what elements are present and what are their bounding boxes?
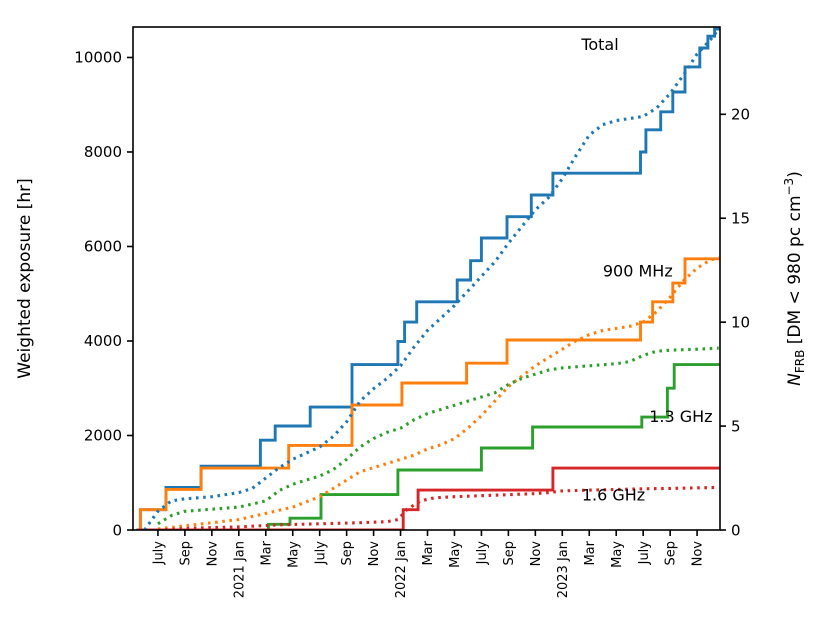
left-tick-label: 6000 xyxy=(84,238,122,256)
x-tick-label: Mar xyxy=(259,540,274,565)
x-tick-label: Sep xyxy=(178,541,193,566)
x-tick-label: July xyxy=(151,541,166,566)
x-tick-label: July xyxy=(475,541,490,566)
left-tick-label: 2000 xyxy=(84,427,122,445)
x-tick-label: Nov xyxy=(205,541,220,567)
x-tick-label: Mar xyxy=(421,540,436,565)
x-tick-label: 2021 Jan xyxy=(232,541,247,598)
right-tick-label: 5 xyxy=(731,417,741,435)
right-tick-label: 20 xyxy=(731,106,750,124)
series-total-exposure xyxy=(136,27,720,530)
x-tick-label: Nov xyxy=(691,541,706,567)
left-tick-label: 4000 xyxy=(84,332,122,350)
x-tick-label: July xyxy=(637,541,652,566)
x-tick-label: Sep xyxy=(340,541,355,566)
annotation-total: Total xyxy=(580,35,618,54)
x-tick-label: July xyxy=(313,541,328,566)
right-tick-label: 15 xyxy=(731,209,750,227)
series-900-mhz-exposure xyxy=(137,257,720,530)
x-tick-label: Nov xyxy=(367,541,382,567)
x-tick-label: Mar xyxy=(583,540,598,565)
right-axis-label: NFRB [DM < 980 pc cm−3) xyxy=(782,171,807,386)
left-tick-label: 10000 xyxy=(74,49,122,67)
left-tick-label: 0 xyxy=(112,521,122,539)
annotation-1-6-ghz: 1.6 GHz xyxy=(582,486,645,505)
series-total-n-frb xyxy=(143,28,720,530)
right-tick-label: 0 xyxy=(731,521,741,539)
x-tick-label: May xyxy=(610,541,625,568)
annotation-900-mhz: 900 MHz xyxy=(603,262,673,281)
series-1-6-ghz-exposure xyxy=(137,466,720,530)
x-tick-label: 2022 Jan xyxy=(394,541,409,598)
annotation-1-3-ghz: 1.3 GHz xyxy=(649,407,712,426)
left-tick-label: 8000 xyxy=(84,143,122,161)
x-tick-label: May xyxy=(286,541,301,568)
series-1-3-ghz-exposure xyxy=(264,363,720,530)
x-tick-label: Sep xyxy=(502,541,517,566)
series-900-mhz-n-frb xyxy=(157,256,720,530)
plot-border xyxy=(132,26,721,531)
right-tick-label: 10 xyxy=(731,313,750,331)
x-tick-label: 2023 Jan xyxy=(556,541,571,598)
x-tick-label: Sep xyxy=(664,541,679,566)
x-tick-label: May xyxy=(448,541,463,568)
series-1-3-ghz-n-frb xyxy=(157,346,719,526)
left-axis-label: Weighted exposure [hr] xyxy=(15,178,35,378)
x-tick-label: Nov xyxy=(529,541,544,567)
